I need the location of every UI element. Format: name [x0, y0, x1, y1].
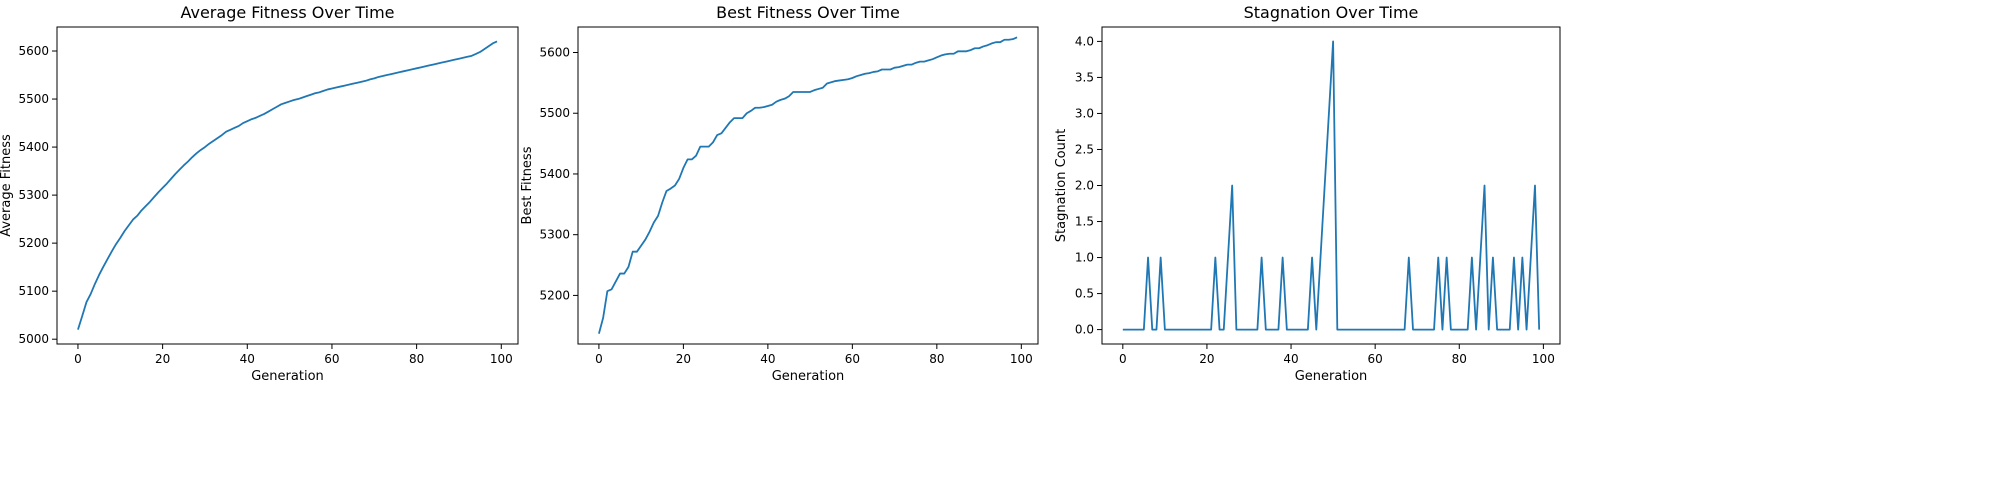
y-tick-label: 5500 [539, 106, 570, 120]
x-tick-label: 100 [1532, 352, 1555, 366]
y-tick-label: 3.0 [1075, 106, 1094, 120]
x-tick-label: 40 [760, 352, 775, 366]
x-tick-label: 60 [324, 352, 339, 366]
y-tick-label: 5000 [18, 332, 49, 346]
y-tick-label: 0.0 [1075, 323, 1094, 337]
x-tick-label: 100 [490, 352, 513, 366]
y-tick-label: 2.5 [1075, 142, 1094, 156]
x-tick-label: 0 [74, 352, 82, 366]
chart-title: Best Fitness Over Time [716, 3, 900, 22]
plot-frame [577, 26, 1039, 345]
y-tick-label: 3.5 [1075, 70, 1094, 84]
plot-frame [56, 26, 519, 345]
chart-title: Stagnation Over Time [1244, 3, 1419, 22]
x-tick-label: 60 [1368, 352, 1383, 366]
x-axis-label: Generation [1295, 369, 1368, 384]
x-tick-label: 0 [595, 352, 603, 366]
y-axis-label: Stagnation Count [1054, 129, 1069, 242]
y-tick-label: 5200 [539, 288, 570, 302]
y-tick-label: 5400 [18, 140, 49, 154]
y-tick-label: 5300 [18, 188, 49, 202]
x-tick-label: 20 [155, 352, 170, 366]
x-axis-label: Generation [772, 369, 845, 384]
x-tick-label: 100 [1010, 352, 1033, 366]
x-axis-label: Generation [251, 369, 324, 384]
y-tick-label: 5400 [539, 167, 570, 181]
y-tick-label: 5500 [18, 92, 49, 106]
x-tick-label: 40 [240, 352, 255, 366]
y-axis-label: Best Fitness [520, 146, 535, 224]
y-tick-label: 5100 [18, 284, 49, 298]
y-tick-label: 4.0 [1075, 34, 1094, 48]
x-tick-label: 60 [845, 352, 860, 366]
chart-panel-3: 0 20 40 60 80 100 0.0 0.5 1.0 1.5 2.0 2.5 3.0 3.5 4.0 S… [1054, 3, 1561, 384]
y-tick-label: 2.0 [1075, 179, 1094, 193]
y-tick-label: 1.0 [1075, 251, 1094, 265]
x-tick-label: 20 [1199, 352, 1214, 366]
y-tick-label: 5300 [539, 228, 570, 242]
chart-panel-1: 0 20 40 60 80 100 5000 5100 5200 5300 5400 5500 5600… [0, 3, 519, 384]
chart-title: Average Fitness Over Time [180, 3, 394, 22]
y-tick-label: 5600 [539, 46, 570, 60]
y-axis-label: Average Fitness [0, 134, 14, 237]
x-tick-label: 80 [1452, 352, 1467, 366]
y-tick-label: 0.5 [1075, 287, 1094, 301]
series-line [77, 40, 498, 330]
x-tick-label: 80 [929, 352, 944, 366]
series-line [598, 36, 1018, 334]
chart-panel-2: 0 20 40 60 80 100 5200 5300 5400 5500 5600 Best Fit… [520, 3, 1039, 384]
x-tick-label: 0 [1119, 352, 1127, 366]
series-line [1122, 40, 1541, 331]
x-tick-label: 40 [1283, 352, 1298, 366]
x-tick-label: 20 [676, 352, 691, 366]
y-tick-label: 5600 [18, 44, 49, 58]
y-tick-label: 1.5 [1075, 215, 1094, 229]
x-tick-label: 80 [409, 352, 424, 366]
y-tick-label: 5200 [18, 236, 49, 250]
